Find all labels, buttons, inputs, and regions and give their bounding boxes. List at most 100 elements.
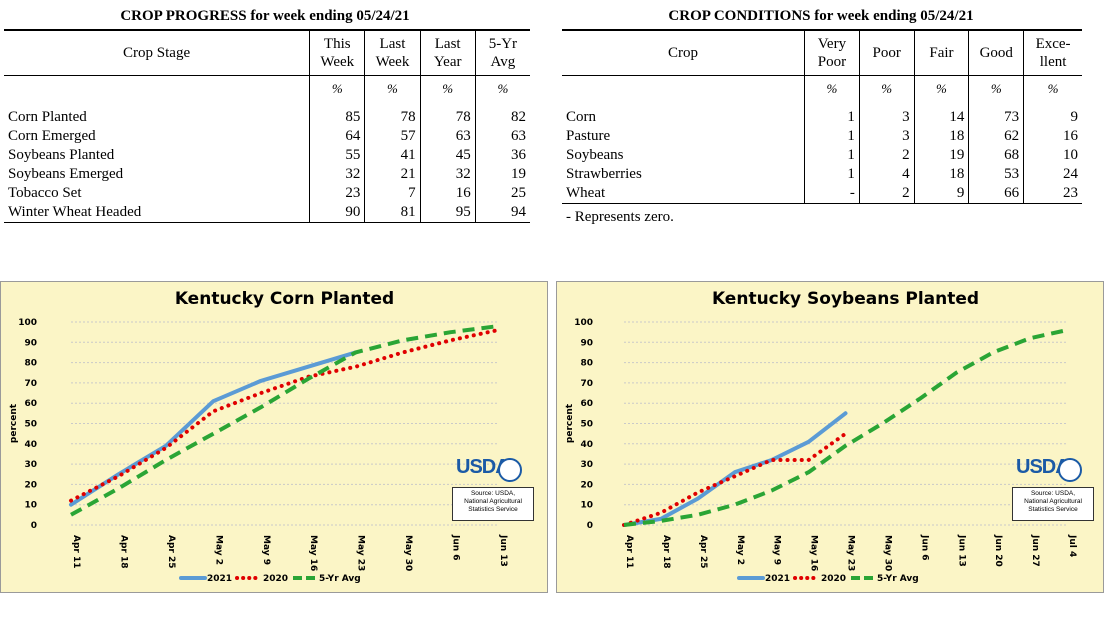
cell: 2 xyxy=(858,146,915,165)
progress-unit: % xyxy=(474,75,530,100)
cell: 81 xyxy=(364,203,421,223)
cell: 14 xyxy=(913,108,969,127)
cell: 94 xyxy=(474,203,530,223)
conditions-unit: % xyxy=(804,75,860,100)
y-tick-label: 30 xyxy=(580,460,593,470)
progress-unit: % xyxy=(364,75,421,100)
cell: 24 xyxy=(1023,165,1082,184)
soybeans-planted-chart: Kentucky Soybeans Planted 0 10 20 30 40 50 60 70… xyxy=(556,281,1104,593)
x-tick-label: Apr 11 xyxy=(71,535,81,569)
cell: 95 xyxy=(419,203,476,223)
y-axis-label: percent xyxy=(565,403,575,443)
conditions-header-very-poor: Very Poor xyxy=(804,30,860,76)
cell: 32 xyxy=(309,165,365,184)
table-row: Soybeans Emerged 32 21 32 19 xyxy=(4,165,530,184)
usda-source-line: National Agricultural xyxy=(464,498,522,505)
row-label: Soybeans Planted xyxy=(8,147,115,163)
usda-logo-text: USDA xyxy=(1016,456,1070,478)
progress-unit: % xyxy=(419,75,476,100)
y-tick-label: 60 xyxy=(580,399,593,409)
legend-label: 5-Yr Avg xyxy=(877,574,919,584)
x-tick-label: May 2 xyxy=(735,535,745,565)
conditions-title: CROP CONDITIONS for week ending 05/24/21 xyxy=(668,8,974,24)
row-label: Corn Emerged xyxy=(8,128,96,144)
x-tick-label: Jun 13 xyxy=(956,534,966,567)
cell: 19 xyxy=(474,165,530,184)
progress-header-5yr: 5-Yr Avg xyxy=(474,30,530,76)
corn-planted-chart: Kentucky Corn Planted 0 10 20 30 40 50 60 70 80 90… xyxy=(0,281,548,593)
cell: 23 xyxy=(1023,184,1082,204)
y-tick-label: 60 xyxy=(24,399,37,409)
conditions-header-good: Good xyxy=(968,30,1024,76)
usda-source-line: Source: USDA, xyxy=(470,490,516,497)
x-tick-label: May 30 xyxy=(403,535,413,571)
cell: 1 xyxy=(804,146,860,165)
x-tick-label: May 16 xyxy=(809,535,819,571)
table-row: Soybeans Planted 55 41 45 36 xyxy=(4,146,530,165)
x-tick-label: Apr 25 xyxy=(698,535,708,569)
conditions-unit: % xyxy=(968,75,1024,100)
y-tick-label: 30 xyxy=(24,460,37,470)
x-tick-label: Jun 6 xyxy=(919,534,929,561)
table-row: Wheat - 2 9 66 23 xyxy=(562,184,1082,204)
cell: 63 xyxy=(419,127,476,146)
usda-logo-text: USDA xyxy=(456,456,510,478)
cell: 7 xyxy=(364,184,421,203)
y-tick-label: 20 xyxy=(580,480,593,490)
conditions-unit: % xyxy=(913,75,969,100)
cell: 1 xyxy=(804,165,860,184)
series-line-2021 xyxy=(69,350,358,507)
y-tick-label: 70 xyxy=(580,379,593,389)
cell: 16 xyxy=(1023,127,1082,146)
x-tick-label: May 23 xyxy=(846,535,856,571)
y-axis-label: percent xyxy=(9,403,19,443)
usda-source-line: National Agricultural xyxy=(1024,498,1082,505)
y-tick-label: 100 xyxy=(18,318,37,328)
y-tick-label: 10 xyxy=(580,501,593,511)
y-tick-label: 10 xyxy=(24,501,37,511)
usda-logo: USDA Source: USDA, National Agricultural… xyxy=(452,456,534,522)
row-label: Pasture xyxy=(566,128,611,144)
progress-unit: % xyxy=(309,75,365,100)
table-row: Corn 1 3 14 73 9 xyxy=(562,108,1082,127)
cell: 16 xyxy=(419,184,476,203)
row-label: Soybeans xyxy=(566,147,624,163)
conditions-header-excellent: Exce- llent xyxy=(1023,30,1082,76)
y-tick-label: 80 xyxy=(24,359,37,369)
usda-seal-icon xyxy=(1058,458,1082,482)
cell: 82 xyxy=(474,108,530,127)
cell: 3 xyxy=(858,108,915,127)
conditions-header-crop: Crop xyxy=(668,45,699,61)
series-line-2020 xyxy=(69,328,500,503)
cell: 18 xyxy=(913,165,969,184)
series-line-5-yr-avg xyxy=(623,328,1068,527)
chart-title: Kentucky Corn Planted xyxy=(175,289,394,309)
cell: 78 xyxy=(364,108,421,127)
y-tick-label: 0 xyxy=(587,521,593,531)
table-row: Winter Wheat Headed 90 81 95 94 xyxy=(4,203,530,223)
cell: 4 xyxy=(858,165,915,184)
row-label: Soybeans Emerged xyxy=(8,166,124,182)
x-tick-label: Apr 18 xyxy=(118,535,128,569)
cell: 73 xyxy=(968,108,1024,127)
table-row: Soybeans 1 2 19 68 10 xyxy=(562,146,1082,165)
legend-label: 2021 xyxy=(765,574,790,584)
y-tick-label: 80 xyxy=(580,359,593,369)
x-tick-label: May 23 xyxy=(356,535,366,571)
row-label: Winter Wheat Headed xyxy=(8,204,142,220)
series-line-2020 xyxy=(622,431,848,527)
cell: 90 xyxy=(309,203,365,223)
progress-header-last-year: Last Year xyxy=(419,30,476,76)
x-tick-label: Jun 13 xyxy=(498,534,508,567)
cell: 1 xyxy=(804,108,860,127)
x-tick-label: Jun 6 xyxy=(451,534,461,561)
row-label: Corn Planted xyxy=(8,109,87,125)
table-row: Corn Planted 85 78 78 82 xyxy=(4,108,530,127)
y-tick-label: 40 xyxy=(24,440,37,450)
cell: 85 xyxy=(309,108,365,127)
row-label: Strawberries xyxy=(566,166,642,182)
usda-source: Source: USDA, National Agricultural Stat… xyxy=(452,487,534,521)
cell: 66 xyxy=(968,184,1024,204)
progress-header-last-week: Last Week xyxy=(364,30,421,76)
cell: 9 xyxy=(913,184,969,204)
